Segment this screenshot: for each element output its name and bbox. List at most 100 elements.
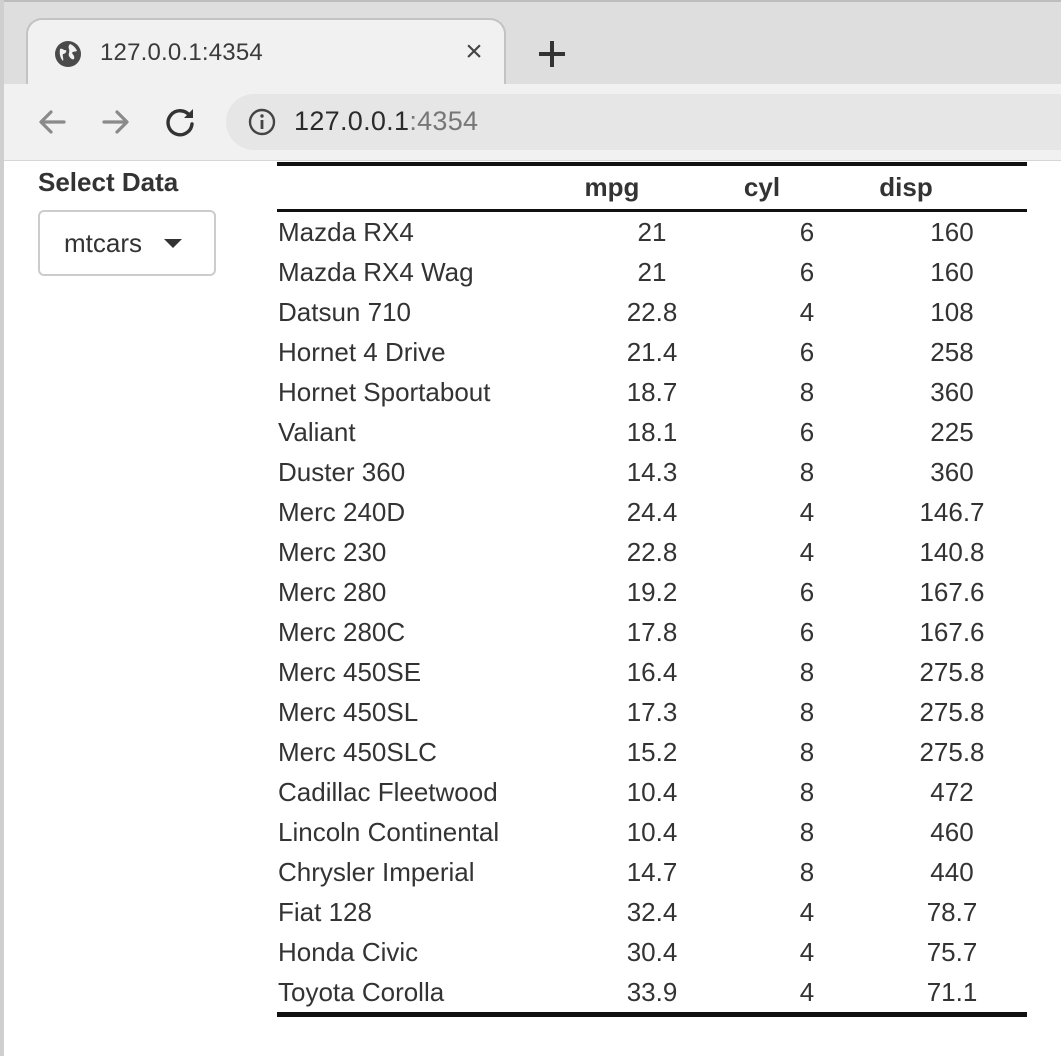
url-host: 127.0.0.1 [294, 106, 410, 136]
cell-disp: 275.8 [919, 696, 985, 727]
header-cyl: cyl [743, 172, 781, 202]
cell-mpg: 18.1 [626, 416, 678, 447]
new-tab-button[interactable] [534, 36, 570, 72]
cell-cyl: 4 [799, 496, 815, 527]
dataset-select[interactable]: mtcars [38, 210, 216, 276]
cell-name: Chrysler Imperial [278, 856, 475, 887]
cell-cyl: 4 [799, 296, 815, 327]
browser-tab[interactable]: 127.0.0.1:4354 × [26, 18, 506, 88]
dataset-select-value: mtcars [64, 228, 142, 258]
cell-disp: 160 [930, 216, 974, 247]
table-row: Merc 450SL 17.3 8 275.8 [277, 692, 1027, 732]
cell-cyl: 6 [799, 336, 815, 367]
cell-name: Mazda RX4 Wag [278, 256, 474, 287]
cell-cyl: 4 [799, 536, 815, 567]
browser-toolbar: 127.0.0.1:4354 [4, 84, 1061, 161]
table-row: Valiant 18.1 6 225 [277, 412, 1027, 452]
cell-mpg: 32.4 [626, 896, 678, 927]
cell-mpg: 14.3 [626, 456, 678, 487]
data-table: mpg cyl disp Mazda RX4 21 6 160 Mazda RX4 Wa… [277, 162, 1027, 1017]
cell-disp: 71.1 [926, 976, 978, 1007]
tab-title: 127.0.0.1:4354 [100, 39, 263, 66]
table-header-row: mpg cyl disp [277, 164, 1027, 211]
cell-name: Merc 450SE [278, 656, 422, 687]
cell-name: Cadillac Fleetwood [278, 776, 498, 807]
cell-disp: 108 [930, 296, 974, 327]
cell-name: Merc 230 [278, 536, 387, 567]
table-row: Mazda RX4 Wag 21 6 160 [277, 252, 1027, 292]
cell-name: Hornet 4 Drive [278, 336, 446, 367]
cell-mpg: 14.7 [626, 856, 678, 887]
cell-name: Merc 450SL [278, 696, 419, 727]
cell-disp: 146.7 [919, 496, 985, 527]
cell-disp: 75.7 [926, 936, 978, 967]
table-row: Cadillac Fleetwood 10.4 8 472 [277, 772, 1027, 812]
cell-mpg: 30.4 [626, 936, 678, 967]
cell-name: Merc 240D [278, 496, 406, 527]
cell-name: Lincoln Continental [278, 816, 500, 847]
cell-cyl: 8 [799, 816, 815, 847]
caret-down-icon[interactable] [164, 239, 182, 248]
cell-cyl: 6 [799, 616, 815, 647]
cell-mpg: 24.4 [626, 496, 678, 527]
cell-cyl: 8 [799, 456, 815, 487]
table-row: Honda Civic 30.4 4 75.7 [277, 932, 1027, 972]
reload-icon[interactable] [162, 104, 198, 140]
table-row: Merc 280C 17.8 6 167.6 [277, 612, 1027, 652]
cell-disp: 360 [930, 376, 974, 407]
cell-name: Merc 280C [278, 616, 406, 647]
cell-cyl: 8 [799, 856, 815, 887]
cell-name: Toyota Corolla [278, 976, 445, 1007]
cell-disp: 258 [930, 336, 974, 367]
cell-name: Hornet Sportabout [278, 376, 491, 407]
cell-mpg: 10.4 [626, 776, 678, 807]
table-row: Hornet 4 Drive 21.4 6 258 [277, 332, 1027, 372]
cell-disp: 360 [930, 456, 974, 487]
cell-name: Honda Civic [278, 936, 419, 967]
table-row: Chrysler Imperial 14.7 8 440 [277, 852, 1027, 892]
cell-disp: 275.8 [919, 736, 985, 767]
cell-disp: 472 [930, 776, 974, 807]
cell-cyl: 4 [799, 936, 815, 967]
cell-cyl: 6 [799, 256, 815, 287]
cell-cyl: 8 [799, 656, 815, 687]
table-row: Merc 450SE 16.4 8 275.8 [277, 652, 1027, 692]
cell-disp: 440 [930, 856, 974, 887]
cell-name: Merc 280 [278, 576, 387, 607]
cell-name: Valiant [278, 416, 356, 447]
cell-cyl: 8 [799, 736, 815, 767]
cell-name: Merc 450SLC [278, 736, 437, 767]
tab-strip: 127.0.0.1:4354 × [4, 0, 1061, 88]
cell-disp: 78.7 [926, 896, 978, 927]
cell-name: Fiat 128 [278, 896, 372, 927]
table-row: Duster 360 14.3 8 360 [277, 452, 1027, 492]
info-icon[interactable] [248, 108, 276, 136]
address-bar[interactable]: 127.0.0.1:4354 [226, 94, 1061, 150]
tab-close-button[interactable]: × [465, 35, 483, 68]
cell-mpg: 17.8 [626, 616, 678, 647]
table-row: Merc 240D 24.4 4 146.7 [277, 492, 1027, 532]
cell-mpg: 21.4 [626, 336, 678, 367]
table-row: Merc 230 22.8 4 140.8 [277, 532, 1027, 572]
url-text[interactable]: 127.0.0.1:4354 [294, 106, 478, 137]
cell-disp: 140.8 [919, 536, 985, 567]
sidebar: Select Data mtcars [38, 166, 238, 276]
cell-name: Duster 360 [278, 456, 406, 487]
forward-arrow-icon[interactable] [98, 104, 134, 140]
cell-mpg: 21 [637, 256, 667, 287]
table-row: Merc 280 19.2 6 167.6 [277, 572, 1027, 612]
table-row: Mazda RX4 21 6 160 [277, 211, 1027, 253]
cell-cyl: 4 [799, 896, 815, 927]
cell-disp: 460 [930, 816, 974, 847]
globe-icon [55, 41, 81, 67]
url-port: :4354 [409, 106, 479, 136]
cell-disp: 160 [930, 256, 974, 287]
cell-cyl: 8 [799, 696, 815, 727]
table-row: Hornet Sportabout 18.7 8 360 [277, 372, 1027, 412]
cell-mpg: 16.4 [626, 656, 678, 687]
select-data-label: Select Data [38, 167, 179, 197]
back-arrow-icon[interactable] [34, 104, 70, 140]
cell-name: Datsun 710 [278, 296, 411, 327]
cell-disp: 167.6 [919, 616, 985, 647]
